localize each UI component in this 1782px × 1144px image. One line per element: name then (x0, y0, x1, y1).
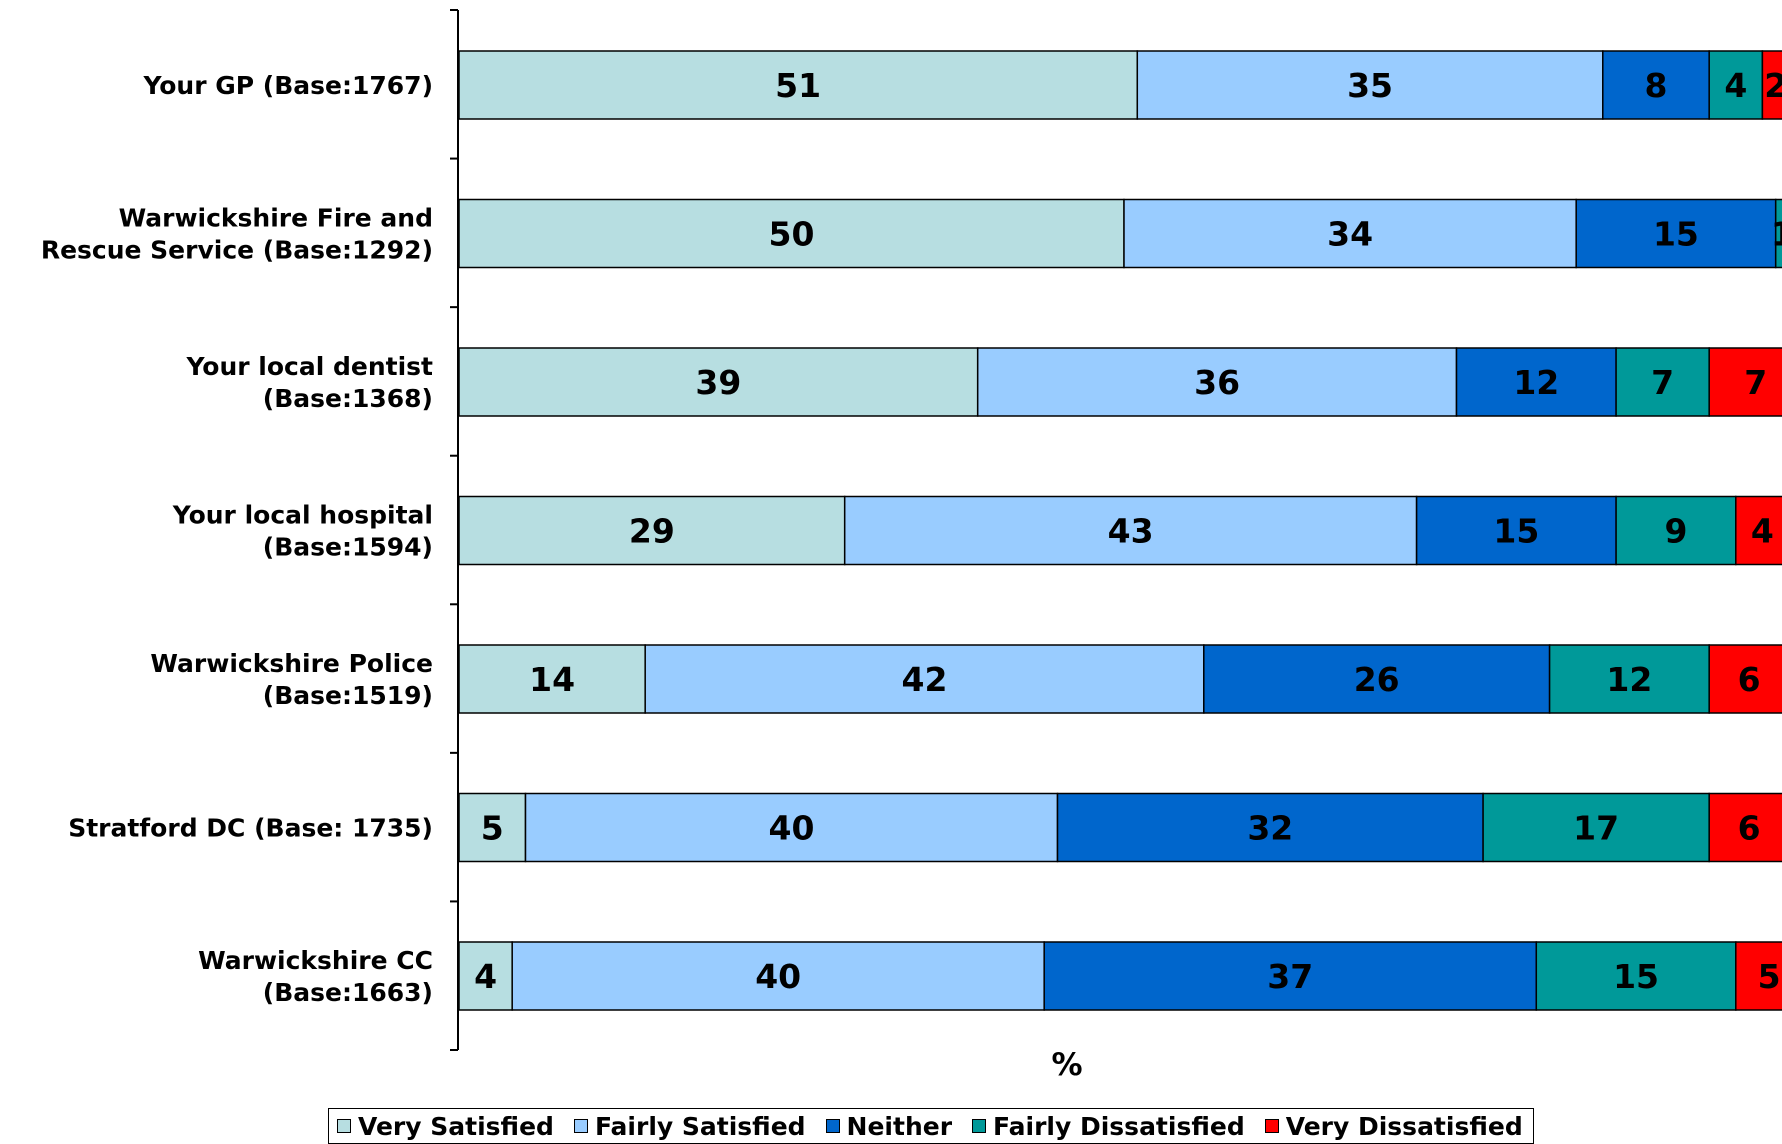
bar-segment-fairly-satisfied (1123, 198, 1577, 269)
bar-segment-very-dissatisfied (1708, 792, 1782, 863)
legend-label: Neither (846, 1111, 953, 1141)
bar-segment-very-dissatisfied (1708, 347, 1782, 417)
data-label: 15 (1653, 215, 1699, 254)
data-label: 40 (769, 809, 815, 848)
bar-segment-very-satisfied (458, 347, 979, 417)
category-label: Warwickshire Police (Base:1519) (150, 649, 433, 710)
bar-segment-very-satisfied (458, 792, 527, 863)
bar-segment-fairly-satisfied (1136, 50, 1604, 120)
data-label: 51 (775, 66, 821, 105)
data-label: 40 (755, 957, 801, 996)
legend-swatch (337, 1119, 351, 1133)
legend-swatch (1264, 1119, 1279, 1133)
data-label: 4 (474, 957, 497, 996)
data-label: 39 (695, 363, 741, 402)
category-label: Warwickshire Fire and Rescue Service (Bas… (41, 204, 433, 265)
bar-segment-very-dissatisfied (1735, 495, 1782, 566)
data-label: 35 (1347, 66, 1393, 105)
data-label: 4 (1751, 512, 1774, 551)
bar-segment-neither (1043, 941, 1538, 1011)
data-label: 7 (1744, 363, 1767, 402)
x-axis-title: % (1051, 1047, 1082, 1083)
category-label: Warwickshire CC (Base:1663) (198, 946, 433, 1007)
category-label: Your GP (Base:1767) (142, 71, 433, 100)
category-label: Your local hospital (Base:1594) (172, 501, 433, 562)
bar-segment-fairly-dissatisfied (1535, 941, 1737, 1011)
legend: Very Satisfied Fairly Satisfied Neither Fai… (328, 1108, 1534, 1144)
bar-segment-very-satisfied (458, 644, 646, 714)
data-label: 32 (1247, 809, 1293, 848)
legend-swatch (825, 1119, 840, 1133)
bar-segment-fairly-dissatisfied (1774, 198, 1782, 269)
bar-segment-fairly-satisfied (843, 495, 1418, 566)
data-label: 17 (1573, 809, 1619, 848)
legend-label: Very Dissatisfied (1285, 1111, 1523, 1141)
data-label: 12 (1606, 660, 1652, 699)
bar-segment-neither (1455, 347, 1617, 417)
bar-segment-neither (1056, 792, 1484, 863)
data-label: 36 (1194, 363, 1240, 402)
bar-segment-fairly-dissatisfied (1708, 50, 1764, 120)
legend-label: Very Satisfied (358, 1111, 554, 1141)
data-label: 2 (1764, 66, 1782, 105)
bar-segment-very-dissatisfied (1735, 941, 1782, 1011)
data-label: 6 (1738, 660, 1761, 699)
data-label: 8 (1645, 66, 1668, 105)
data-label: 43 (1108, 512, 1154, 551)
category-labels: Your GP (Base:1767) Warwickshire Fire and… (41, 71, 433, 1007)
data-label: 12 (1513, 363, 1559, 402)
bar-segment-fairly-satisfied (524, 792, 1059, 863)
legend-swatch (573, 1119, 588, 1133)
data-label: 15 (1493, 512, 1539, 551)
bar-segment-very-dissatisfied (1761, 50, 1782, 120)
data-label: 29 (629, 512, 675, 551)
bar-segment-very-satisfied (458, 198, 1125, 269)
legend-item: Very Dissatisfied (1264, 1111, 1523, 1141)
category-label: Stratford DC (Base: 1735) (68, 814, 433, 843)
legend-label: Fairly Satisfied (594, 1111, 806, 1141)
data-label: 5 (481, 809, 504, 848)
bars: 5135842503415113936127729431594144226126… (458, 50, 1782, 1011)
bar-segment-very-dissatisfied (1708, 644, 1782, 714)
data-label: 42 (902, 660, 948, 699)
data-label: 7 (1651, 363, 1674, 402)
category-axis (450, 9, 459, 1051)
legend-swatch (972, 1119, 987, 1133)
bar-segment-fairly-dissatisfied (1615, 495, 1737, 566)
bar-segment-fairly-dissatisfied (1615, 347, 1710, 417)
data-label: 9 (1664, 512, 1687, 551)
data-label: 15 (1613, 957, 1659, 996)
data-label: 6 (1738, 809, 1761, 848)
data-label: 50 (769, 215, 815, 254)
data-label: 4 (1724, 66, 1747, 105)
category-label: Your local dentist (Base:1368) (185, 352, 433, 413)
bar-segment-neither (1415, 495, 1617, 566)
data-label: 34 (1327, 215, 1373, 254)
legend-item: Very Satisfied (337, 1112, 554, 1141)
bar-segment-neither (1602, 50, 1710, 120)
bar-segment-neither (1203, 644, 1551, 714)
bar-segment-neither (1575, 198, 1777, 269)
data-label: 1 (1771, 215, 1782, 254)
bar-segment-fairly-satisfied (644, 644, 1205, 714)
data-label: 26 (1354, 660, 1400, 699)
bar-segment-fairly-satisfied (511, 941, 1045, 1011)
legend-item: Fairly Satisfied (573, 1111, 806, 1141)
data-label: 5 (1758, 957, 1781, 996)
data-label: 14 (529, 660, 575, 699)
legend-item: Fairly Dissatisfied (972, 1112, 1245, 1141)
legend-item: Neither (825, 1111, 953, 1141)
legend-label: Fairly Dissatisfied (993, 1111, 1245, 1141)
bar-segment-fairly-dissatisfied (1548, 644, 1710, 714)
data-label: 37 (1267, 957, 1313, 996)
bar-segment-very-satisfied (458, 495, 846, 566)
